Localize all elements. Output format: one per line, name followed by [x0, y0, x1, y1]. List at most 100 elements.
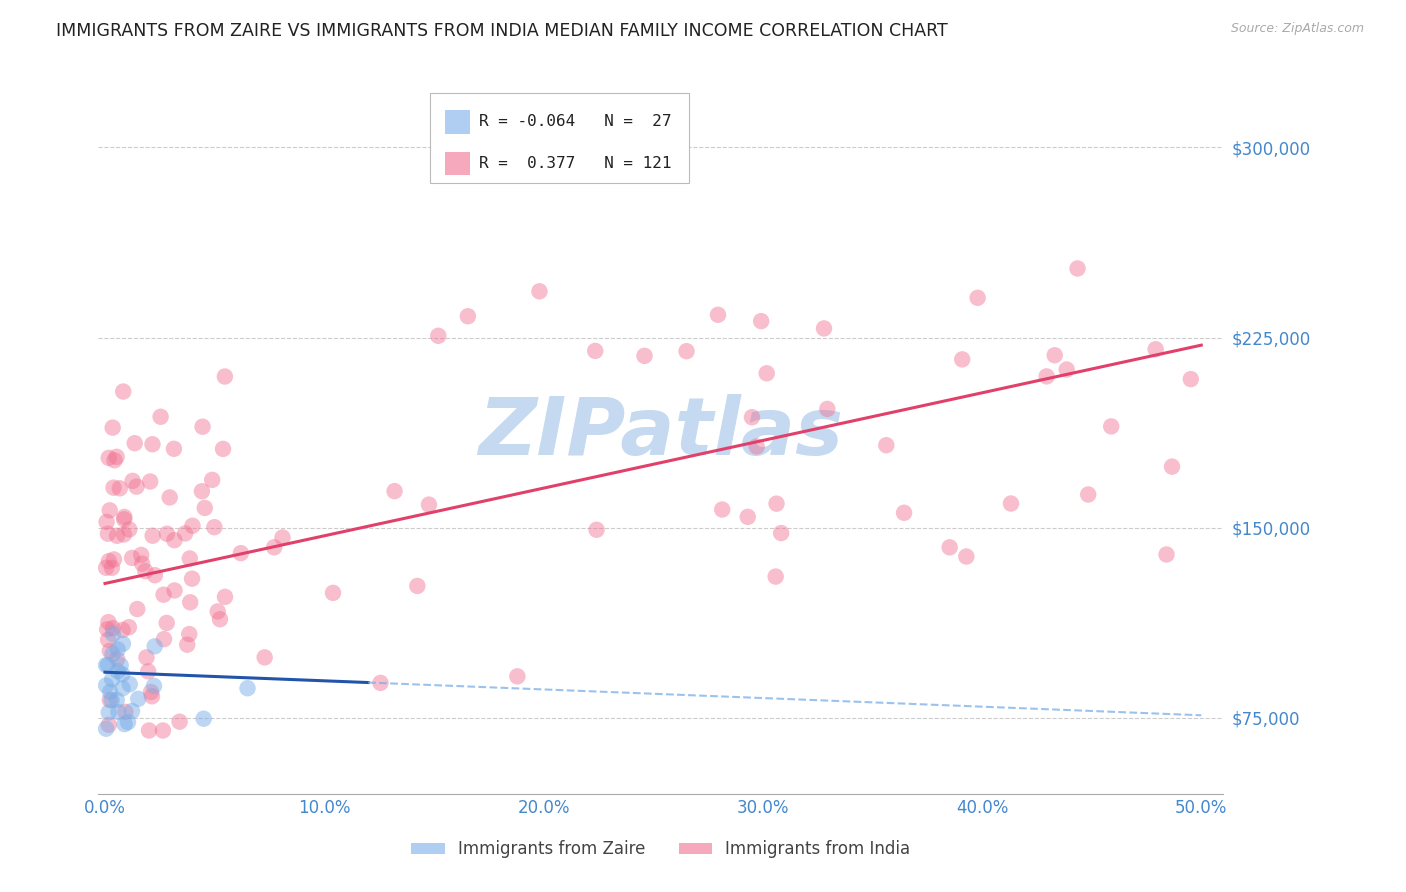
Point [97, 718, 120, 732]
Point [1043, 348, 1066, 362]
Point [118, 620, 141, 634]
Point [152, 723, 174, 738]
Point [1099, 419, 1122, 434]
Point [955, 549, 977, 564]
Point [101, 561, 124, 575]
Point [583, 343, 606, 358]
Point [107, 642, 129, 657]
Point [112, 527, 135, 541]
Point [749, 314, 772, 328]
Point [114, 705, 136, 719]
Point [156, 615, 179, 630]
Point [418, 498, 440, 512]
Point [127, 691, 149, 706]
Point [98, 685, 121, 699]
Bar [444, 152, 470, 176]
Legend: Immigrants from Zaire, Immigrants from India: Immigrants from Zaire, Immigrants from I… [405, 834, 917, 865]
Point [179, 627, 201, 641]
Point [633, 349, 655, 363]
Point [108, 481, 131, 495]
Point [176, 638, 198, 652]
Point [675, 344, 697, 359]
Point [406, 579, 429, 593]
Point [105, 529, 128, 543]
Point [1077, 487, 1099, 501]
Point [117, 715, 139, 730]
Point [127, 602, 149, 616]
Point [96, 515, 118, 529]
Point [765, 497, 787, 511]
Point [1156, 548, 1178, 562]
Point [143, 679, 166, 693]
Point [1035, 369, 1057, 384]
Point [111, 681, 134, 696]
Point [100, 693, 122, 707]
Point [1161, 459, 1184, 474]
Point [103, 552, 125, 566]
Point [179, 595, 201, 609]
Point [163, 442, 186, 456]
Point [179, 551, 201, 566]
Point [169, 714, 191, 729]
Point [97, 526, 120, 541]
Point [1180, 372, 1202, 386]
Point [202, 520, 225, 534]
Point [142, 529, 165, 543]
Point [98, 693, 121, 707]
Point [101, 672, 124, 686]
Point [384, 484, 406, 499]
Point [111, 667, 134, 681]
Point [229, 546, 252, 560]
Point [135, 650, 157, 665]
Point [97, 632, 120, 647]
Point [136, 665, 159, 679]
Point [118, 523, 141, 537]
Point [711, 502, 734, 516]
Point [815, 401, 838, 416]
Point [191, 484, 214, 499]
Point [103, 481, 125, 495]
Point [208, 612, 231, 626]
Point [97, 554, 120, 568]
Point [143, 640, 166, 654]
Point [138, 723, 160, 738]
Point [124, 436, 146, 450]
Point [741, 410, 763, 425]
Point [101, 420, 124, 434]
Point [236, 681, 259, 696]
Text: Source: ZipAtlas.com: Source: ZipAtlas.com [1230, 22, 1364, 36]
Point [1066, 261, 1088, 276]
Point [755, 366, 778, 380]
Point [112, 510, 135, 524]
Point [770, 526, 793, 541]
Point [96, 722, 118, 736]
Text: R = -0.064   N =  27: R = -0.064 N = 27 [478, 114, 671, 129]
Point [163, 583, 186, 598]
Point [1000, 497, 1022, 511]
Point [745, 440, 768, 454]
Point [950, 352, 973, 367]
Point [129, 548, 152, 562]
Point [153, 632, 176, 647]
Point [159, 491, 181, 505]
Point [214, 590, 236, 604]
Point [94, 561, 117, 575]
Point [253, 650, 276, 665]
Bar [444, 110, 470, 134]
Point [121, 474, 143, 488]
Point [181, 572, 204, 586]
Point [163, 533, 186, 548]
Point [201, 473, 224, 487]
Point [111, 623, 134, 637]
Point [110, 658, 132, 673]
Point [193, 712, 215, 726]
Point [107, 664, 129, 678]
Point [149, 409, 172, 424]
Point [111, 637, 134, 651]
Point [121, 704, 143, 718]
Point [105, 450, 128, 464]
Point [813, 321, 835, 335]
Point [103, 453, 125, 467]
Point [174, 526, 197, 541]
Text: IMMIGRANTS FROM ZAIRE VS IMMIGRANTS FROM INDIA MEDIAN FAMILY INCOME CORRELATION : IMMIGRANTS FROM ZAIRE VS IMMIGRANTS FROM… [56, 22, 948, 40]
